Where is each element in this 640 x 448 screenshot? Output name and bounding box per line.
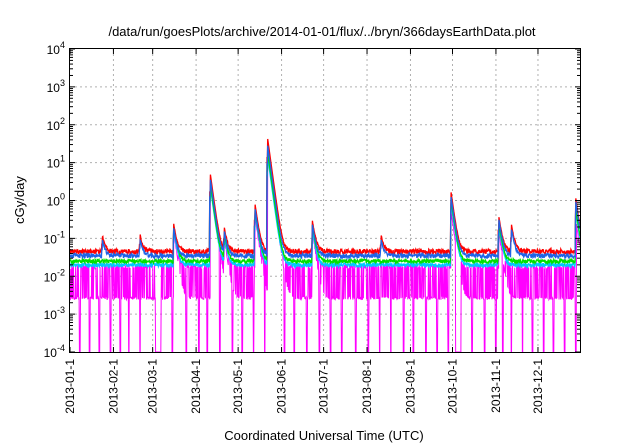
y-tick-label: 101 xyxy=(47,154,65,171)
y-tick-label: 10-3 xyxy=(44,305,65,322)
y-tick-label: 10-2 xyxy=(44,267,65,284)
y-tick-label: 100 xyxy=(47,192,65,209)
x-tick-label: 2013-12-1 xyxy=(531,359,545,414)
y-tick-labels: 10-4 10-3 10-2 10-1 100 101 102 103 104 xyxy=(44,40,65,360)
y-tick-label: 102 xyxy=(47,116,65,133)
plot-frame xyxy=(69,48,581,353)
y-axis-label: cGy/day xyxy=(12,176,27,224)
x-tick-label: 2013-02-1 xyxy=(106,359,120,414)
x-tick-label: 2013-07-1 xyxy=(317,359,331,414)
series-line xyxy=(69,152,581,266)
x-tick-labels: 2013-01-1 2013-02-1 2013-03-1 2013-04-1 2013… xyxy=(63,359,545,414)
series-line xyxy=(69,138,581,257)
x-tick-label: 2013-01-1 xyxy=(63,359,77,414)
x-tick-label: 2013-08-1 xyxy=(360,359,374,414)
y-tick-label: 104 xyxy=(47,40,65,57)
y-tick-label: 103 xyxy=(47,78,65,95)
chart-title: /data/run/goesPlots/archive/2014-01-01/f… xyxy=(108,24,535,39)
x-tick-label: 2013-06-1 xyxy=(275,359,289,414)
x-tick-label: 2013-11-1 xyxy=(489,359,503,413)
series-line xyxy=(69,156,581,270)
x-tick-label: 2013-03-1 xyxy=(146,359,160,414)
x-tick-label: 2013-05-1 xyxy=(231,359,245,414)
y-tick-label: 10-1 xyxy=(44,229,65,246)
ticks xyxy=(69,48,580,353)
x-tick-label: 2013-10-1 xyxy=(446,359,460,414)
x-tick-label: 2013-09-1 xyxy=(403,359,417,414)
series-layer xyxy=(69,138,581,353)
series-line xyxy=(69,145,581,261)
x-axis-label: Coordinated Universal Time (UTC) xyxy=(224,428,423,443)
y-tick-label: 10-4 xyxy=(44,343,65,360)
series-line xyxy=(69,154,581,353)
x-tick-label: 2013-04-1 xyxy=(189,359,203,414)
